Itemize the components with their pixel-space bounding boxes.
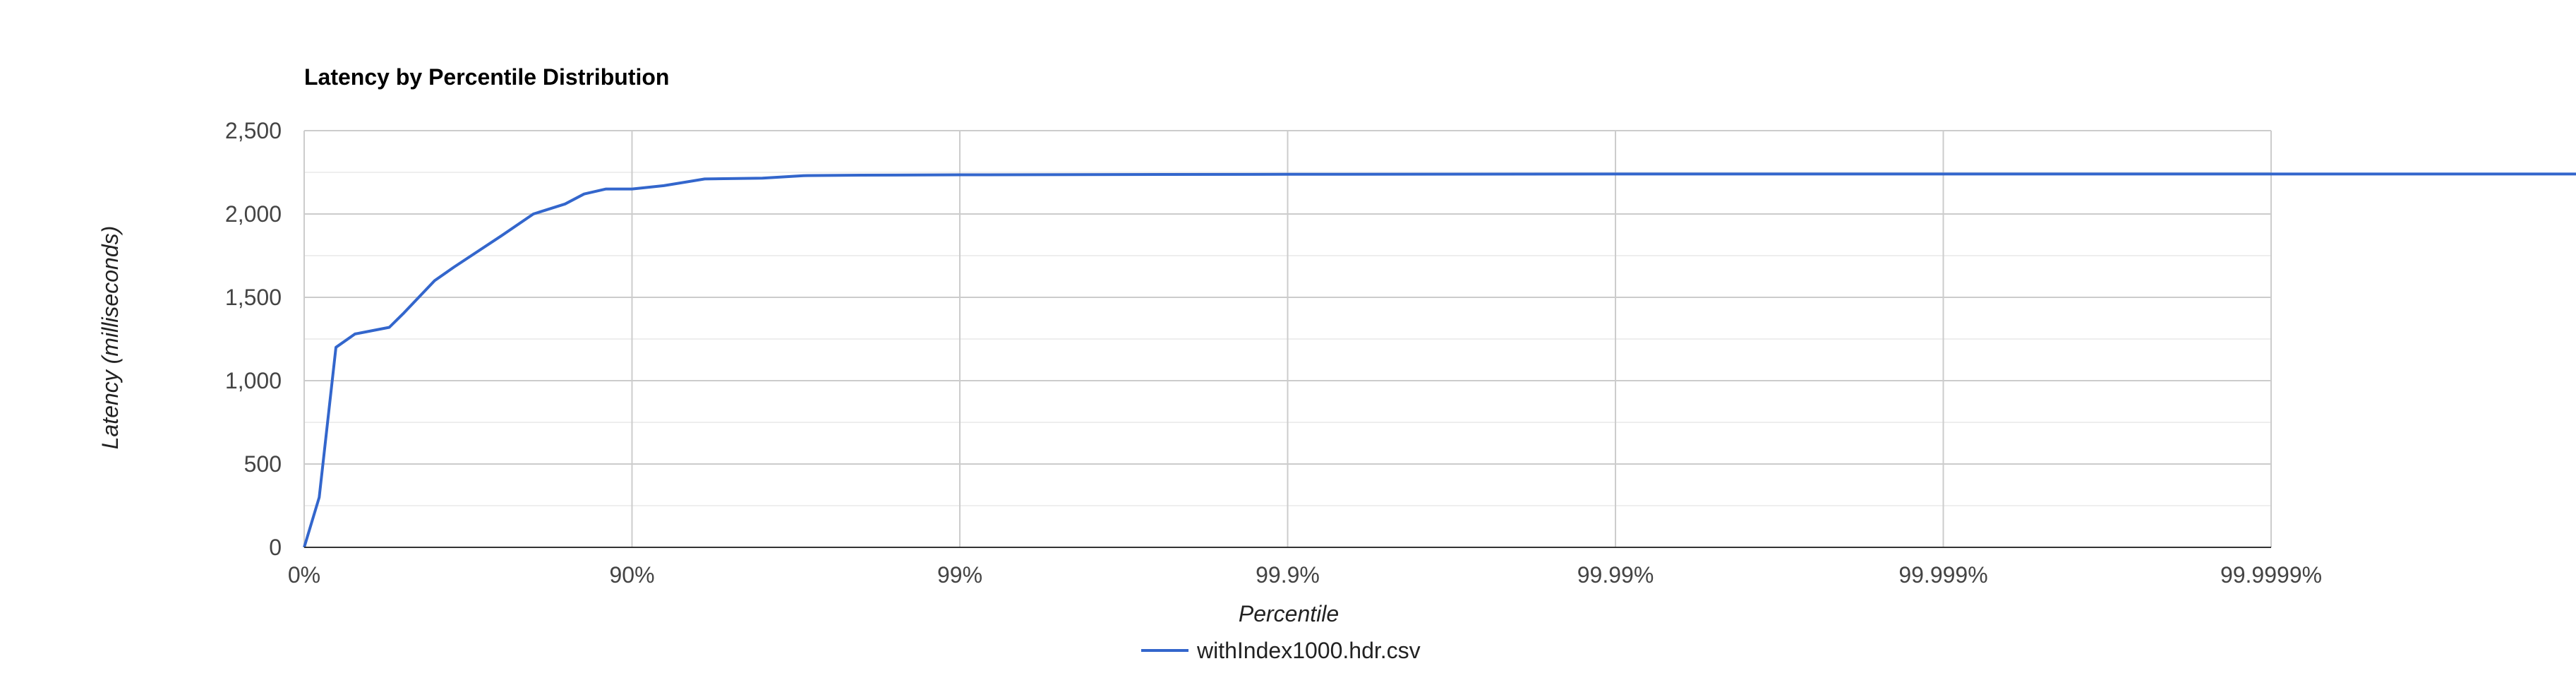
x-axis-label: Percentile: [1239, 601, 1339, 626]
x-tick-label: 99%: [937, 562, 982, 588]
labels: Latency by Percentile Distribution Perce…: [97, 64, 1339, 626]
x-tick-label: 99.9999%: [2220, 562, 2322, 588]
series-line: [303, 172, 2576, 548]
x-tick-label: 90%: [609, 562, 654, 588]
y-tick-label: 2,000: [225, 201, 282, 227]
y-tick-label: 2,500: [225, 118, 282, 143]
y-tick-label: 0: [269, 535, 282, 560]
y-axis-label: Latency (milliseconds): [97, 226, 123, 450]
legend: withIndex1000.hdr.csv: [1141, 638, 1421, 663]
y-tick-label: 500: [244, 451, 282, 477]
chart-title: Latency by Percentile Distribution: [304, 64, 669, 90]
x-tick-label: 99.9%: [1256, 562, 1320, 588]
x-tick-label: 99.99%: [1577, 562, 1654, 588]
legend-label: withIndex1000.hdr.csv: [1196, 638, 1421, 663]
grid-lines: [303, 130, 2272, 547]
y-tick-label: 1,000: [225, 368, 282, 393]
axes: 0 500 1,000 1,500 2,000 2,500 0% 90% 99% 99.9% 99.…: [225, 118, 2322, 588]
x-tick-label: 0%: [288, 562, 320, 588]
x-tick-label: 99.999%: [1898, 562, 1987, 588]
y-tick-label: 1,500: [225, 285, 282, 310]
series-layer: [303, 172, 2576, 548]
